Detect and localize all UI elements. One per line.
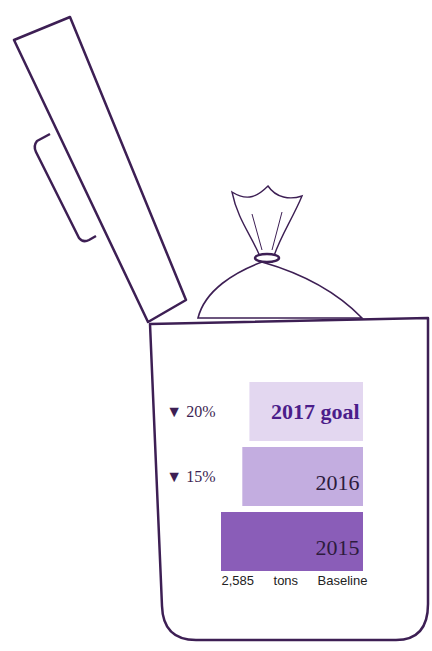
svg-text:2015: 2015	[316, 535, 360, 560]
svg-text:▼ 20%: ▼ 20%	[166, 403, 215, 420]
svg-text:2016: 2016	[316, 470, 360, 495]
svg-text:▼ 15%: ▼ 15%	[166, 468, 215, 485]
svg-text:2,585 tons Baseline: 2,585 tons Baseline	[222, 573, 368, 588]
svg-text:2017 goal: 2017 goal	[271, 399, 360, 424]
